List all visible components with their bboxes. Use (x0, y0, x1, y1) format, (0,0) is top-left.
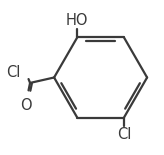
Text: HO: HO (66, 13, 89, 28)
Text: Cl: Cl (6, 65, 20, 80)
Text: Cl: Cl (117, 127, 131, 142)
Text: O: O (20, 98, 32, 113)
